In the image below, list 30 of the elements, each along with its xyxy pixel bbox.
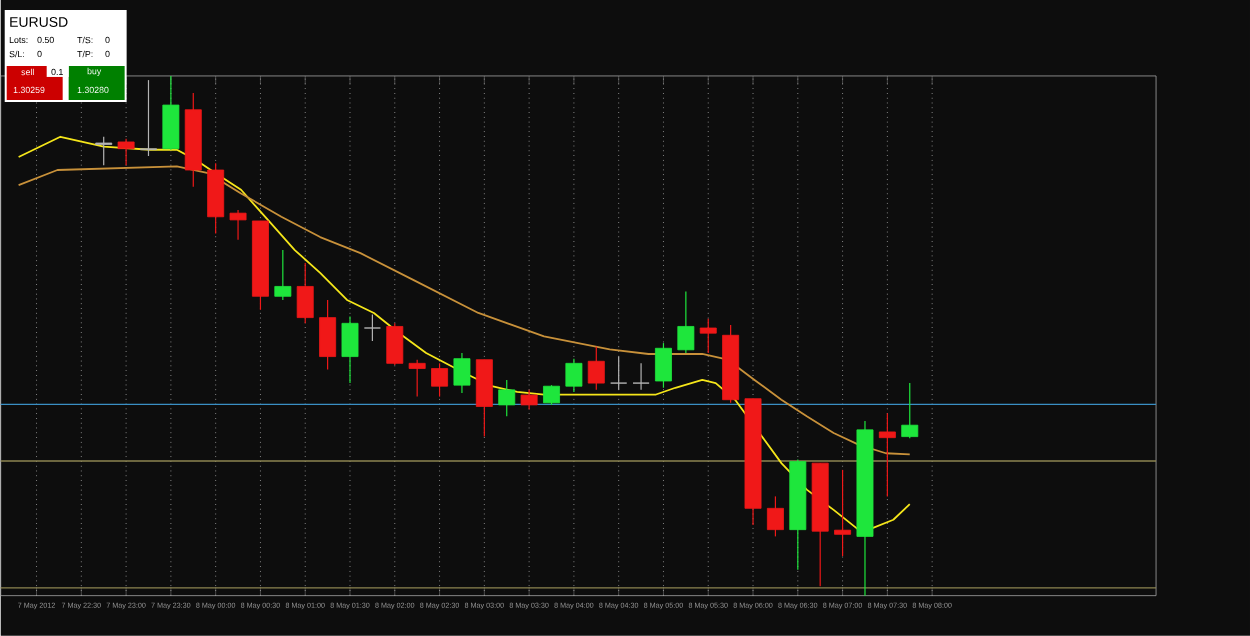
candlestick xyxy=(655,342,672,389)
candlestick xyxy=(766,495,784,538)
candlestick xyxy=(632,362,650,391)
candlestick xyxy=(609,356,628,391)
candlestick xyxy=(587,346,605,391)
candlestick xyxy=(296,262,314,325)
candlestick xyxy=(677,291,695,354)
candlestick xyxy=(453,352,471,394)
candlestick xyxy=(834,469,852,557)
candlestick xyxy=(117,138,135,167)
candlestick xyxy=(95,136,113,167)
candlestick xyxy=(901,382,919,439)
candlestick xyxy=(520,389,538,411)
candlestick xyxy=(363,314,382,342)
candlestick xyxy=(207,162,225,235)
candlestick xyxy=(498,379,516,418)
candlestick xyxy=(431,362,449,398)
candlestick xyxy=(565,358,583,393)
candlestick xyxy=(386,322,404,366)
candlestick xyxy=(878,412,896,498)
candlestick xyxy=(341,316,359,384)
candlestick xyxy=(140,79,157,157)
candlestick xyxy=(543,384,560,406)
candlestick xyxy=(408,359,426,398)
candlestick xyxy=(162,75,180,151)
candlestick xyxy=(274,249,292,301)
candlestick xyxy=(699,318,717,354)
candlestick xyxy=(475,359,493,438)
candlestick xyxy=(319,299,337,371)
candlestick xyxy=(229,209,247,241)
